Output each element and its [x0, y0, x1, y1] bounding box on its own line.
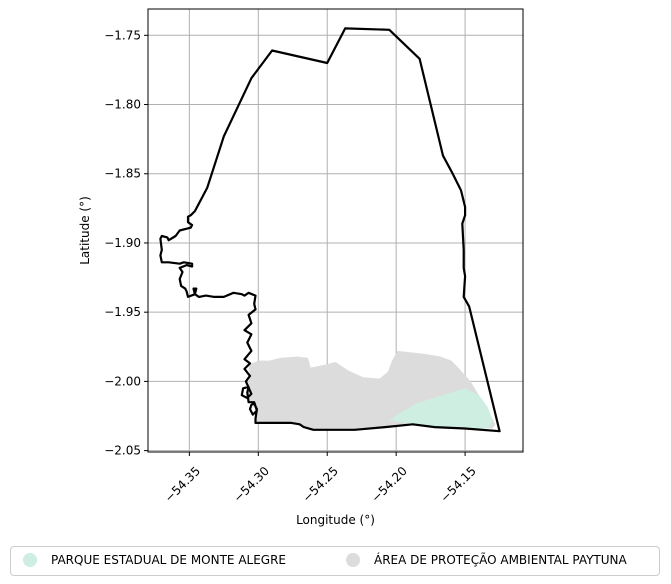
axis-ticks: −54.35 −54.30 −54.25 −54.20 −54.15 −1.75 −1.80… [104, 28, 479, 505]
map-figure: −54.35 −54.30 −54.25 −54.20 −54.15 −1.75 −1.80… [78, 8, 524, 527]
y-tick-label: −1.90 [104, 236, 141, 250]
axes-frame [147, 8, 524, 453]
x-tick-label: −54.20 [369, 464, 410, 505]
x-tick-label: −54.30 [231, 464, 272, 505]
x-tick-label: −54.25 [300, 464, 341, 505]
legend-item-apa: ÁREA DE PROTEÇÃO AMBIENTAL PAYTUNA [346, 553, 627, 567]
map-layers [159, 27, 501, 433]
y-tick-label: −2.00 [104, 374, 141, 388]
y-tick-label: −2.05 [104, 444, 141, 458]
monte-alegre-park-area [389, 388, 493, 429]
y-tick-label: −1.95 [104, 305, 141, 319]
y-tick-label: −1.75 [104, 28, 141, 42]
x-tick-label: −54.35 [162, 464, 203, 505]
x-tick-label: −54.15 [438, 464, 479, 505]
legend-item-park: PARQUE ESTADUAL DE MONTE ALEGRE [23, 553, 286, 567]
grid-lines [148, 9, 523, 452]
y-tick-label: −1.85 [104, 167, 141, 181]
y-axis-title: Latitude (°) [78, 196, 92, 265]
legend-park-swatch-icon [23, 553, 37, 567]
x-axis-title: Longitude (°) [296, 513, 375, 527]
municipal-boundary-line [159, 27, 501, 433]
legend-apa-label: ÁREA DE PROTEÇÃO AMBIENTAL PAYTUNA [374, 553, 627, 567]
y-tick-label: −1.80 [104, 98, 141, 112]
legend-park-label: PARQUE ESTADUAL DE MONTE ALEGRE [51, 553, 287, 567]
legend: PARQUE ESTADUAL DE MONTE ALEGRE ÁREA DE … [10, 546, 660, 576]
legend-apa-swatch-icon [346, 553, 360, 567]
